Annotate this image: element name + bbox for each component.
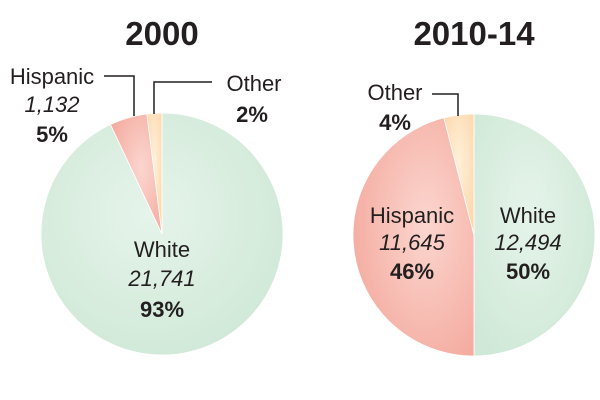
white-count: 21,741 bbox=[127, 266, 195, 291]
hispanic-label: Hispanic bbox=[10, 64, 94, 89]
chart-title: 2010-14 bbox=[413, 15, 535, 52]
other-label: Other bbox=[226, 71, 281, 96]
white-percent: 93% bbox=[140, 297, 184, 322]
pie-chart-2010-14: 2010-14 Other 4% Hispanic 11,645 46% Whi… bbox=[352, 15, 596, 357]
hispanic-label: Hispanic bbox=[370, 203, 454, 228]
pie-slice-white bbox=[473, 113, 596, 357]
pie-slice-hispanic bbox=[352, 117, 475, 357]
white-count: 12,494 bbox=[494, 230, 561, 255]
pie-slice-other bbox=[443, 113, 475, 236]
chart-title: 2000 bbox=[125, 15, 198, 52]
hispanic-percent: 5% bbox=[36, 122, 68, 147]
other-percent: 2% bbox=[236, 102, 268, 127]
white-label: White bbox=[500, 203, 556, 228]
hispanic-count: 1,132 bbox=[24, 92, 79, 117]
hispanic-leader-line bbox=[104, 75, 135, 116]
white-label: White bbox=[134, 237, 190, 262]
other-percent: 4% bbox=[379, 110, 411, 135]
other-label: Other bbox=[367, 80, 422, 105]
other-leader-line bbox=[153, 81, 212, 114]
pie-chart-2000: 2000 Other 2% Hispanic 1,132 5% White 21… bbox=[10, 15, 284, 356]
hispanic-percent: 46% bbox=[390, 259, 434, 284]
other-leader-line bbox=[432, 93, 459, 116]
white-percent: 50% bbox=[506, 259, 550, 284]
hispanic-count: 11,645 bbox=[379, 230, 445, 255]
